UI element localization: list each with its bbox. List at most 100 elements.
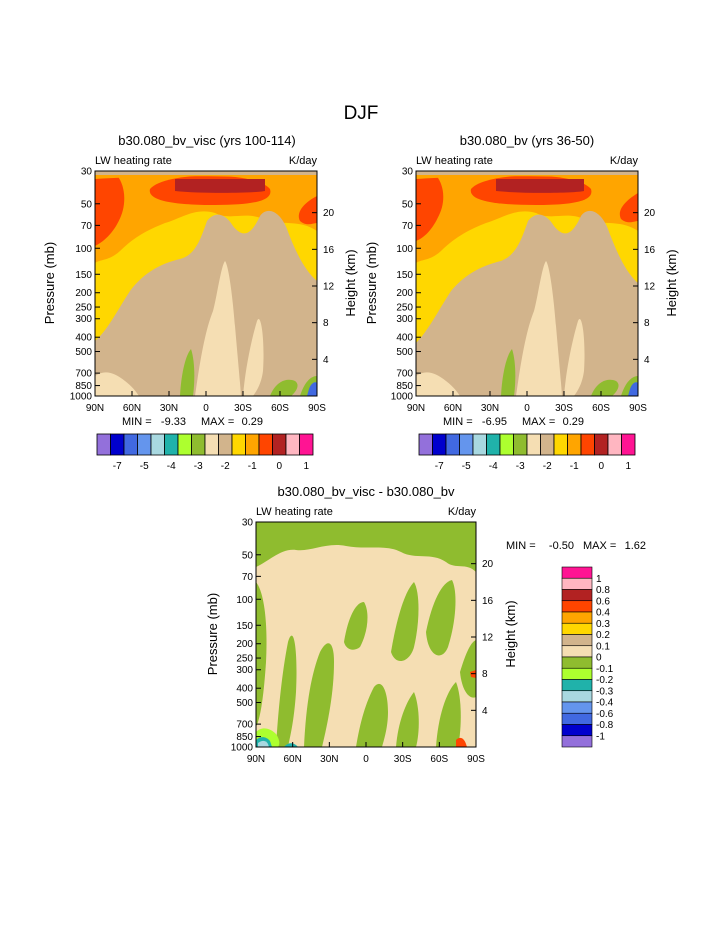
panel-diff-contours [256,522,476,747]
latitude-tick-label: 0 [203,403,209,414]
left-pressure-tick-label: 250 [75,303,92,314]
right-height-tick-label: 12 [644,282,656,293]
panel-right-contours [416,171,638,396]
panel-right-max-value: 0.29 [563,416,584,428]
left-pressure-tick-label: 500 [75,347,92,358]
colorbar-label: -0.6 [596,709,614,720]
colorbar-swatch [285,433,300,456]
panel-left: b30.080_bv_visc (yrs 100-114) LW heating… [42,133,358,472]
right-height-tick-label: 16 [644,245,656,256]
latitude-tick-label: 90S [629,403,647,414]
panel-diff-latitude-axis: 90N 60N 30N 0 30S 60S 90S [247,742,485,765]
panel-right-y2-axis-label: Height (km) [664,249,679,316]
latitude-tick-label: 30N [160,403,178,414]
latitude-tick-label: 60S [271,403,289,414]
colorbar-label: -4 [489,461,498,472]
latitude-tick-label: 30S [234,403,252,414]
colorbar-swatch [561,622,593,635]
panel-right-min-value: -6.95 [482,416,507,428]
colorbar-swatch [561,712,593,725]
left-pressure-tick-label: 850 [75,381,92,392]
right-pressure-tick-label: 850 [396,381,413,392]
left-pressure-tick-label: 50 [81,199,93,210]
panel-right-title: b30.080_bv (yrs 36-50) [460,133,594,148]
panel-diff-y2-axis-label: Height (km) [503,600,518,667]
colorbar-swatch [561,656,593,669]
panel-diff-title: b30.080_bv_visc - b30.080_bv [277,484,455,499]
colorbar-swatch [580,433,595,456]
diff-pressure-tick-label: 1000 [231,743,254,754]
colorbar-swatch [561,701,593,714]
right-pressure-tick-label: 200 [396,288,413,299]
left-height-tick-label: 8 [323,318,329,329]
colorbar-label: 0.1 [596,641,610,652]
left-height-tick-label: 20 [323,208,335,219]
colorbar-label: -2 [221,461,230,472]
colorbar-label: -0.2 [596,675,614,686]
panel-right-y-axis-label: Pressure (mb) [364,242,379,324]
colorbar-swatch [110,433,125,456]
latitude-tick-label: 90N [86,403,104,414]
colorbar-swatch [150,433,165,456]
diff-height-tick-label: 20 [482,559,494,570]
colorbar-label: -1 [596,731,605,742]
colorbar-swatch [486,433,501,456]
panel-right-min-label: MIN = [443,416,473,428]
right-pressure-tick-label: 250 [396,303,413,314]
panel-left-colorbar: -7 -5 -4 -3 -2 -1 0 1 [96,433,314,472]
latitude-tick-label: 30N [481,403,499,414]
right-pressure-tick-label: 70 [402,221,414,232]
panel-diff-colorbar: 10.80.60.40.30.20.10-0.1-0.2-0.3-0.4-0.6… [561,566,614,748]
right-pressure-tick-label: 150 [396,270,413,281]
panel-diff-plot-area [256,522,476,747]
colorbar-swatch [123,433,138,456]
diff-pressure-tick-label: 100 [236,595,253,606]
colorbar-label: 0.2 [596,630,610,641]
diff-pressure-tick-label: 500 [236,698,253,709]
latitude-tick-label: 60N [444,403,462,414]
left-height-tick-label: 16 [323,245,335,256]
panel-diff-height-axis: 20 16 12 8 4 [471,559,494,717]
left-pressure-tick-label: 70 [81,221,93,232]
panel-right-field-label: LW heating rate [416,155,493,167]
right-pressure-tick-label: 500 [396,347,413,358]
panel-right: b30.080_bv (yrs 36-50) LW heating rate K… [364,133,679,472]
colorbar-label: -1 [248,461,257,472]
colorbar-swatch [561,645,593,658]
colorbar-swatch [540,433,555,456]
colorbar-swatch [561,566,593,579]
colorbar-swatch [258,433,273,456]
colorbar-label: -3 [516,461,525,472]
right-pressure-tick-label: 400 [396,333,413,344]
colorbar-swatch [245,433,260,456]
left-pressure-tick-label: 300 [75,314,92,325]
panel-left-max-label: MAX = [201,416,234,428]
left-height-tick-label: 4 [323,355,329,366]
colorbar-label: 0.4 [596,608,610,619]
panel-right-max-label: MAX = [522,416,555,428]
colorbar-swatch [561,634,593,647]
panel-diff: b30.080_bv_visc - b30.080_bv LW heating … [205,484,646,765]
colorbar-label: -5 [462,461,471,472]
diff-height-tick-label: 12 [482,633,494,644]
right-pressure-tick-label: 1000 [391,392,414,403]
colorbar-swatch [561,577,593,590]
colorbar-swatch [231,433,246,456]
panel-diff-max-label: MAX = [583,540,616,552]
panel-left-y-axis-label: Pressure (mb) [42,242,57,324]
colorbar-swatch [561,735,593,748]
latitude-tick-label: 30N [320,754,338,765]
panel-diff-max-value: 1.62 [625,540,646,552]
diff-pressure-tick-label: 150 [236,621,253,632]
panel-diff-field-label: LW heating rate [256,506,333,518]
left-pressure-tick-label: 100 [75,244,92,255]
colorbar-label: 0 [598,461,604,472]
diff-pressure-tick-label: 300 [236,665,253,676]
colorbar-swatch [459,433,474,456]
latitude-tick-label: 90N [247,754,265,765]
panel-diff-y-axis-label: Pressure (mb) [205,593,220,675]
latitude-tick-label: 90S [308,403,326,414]
